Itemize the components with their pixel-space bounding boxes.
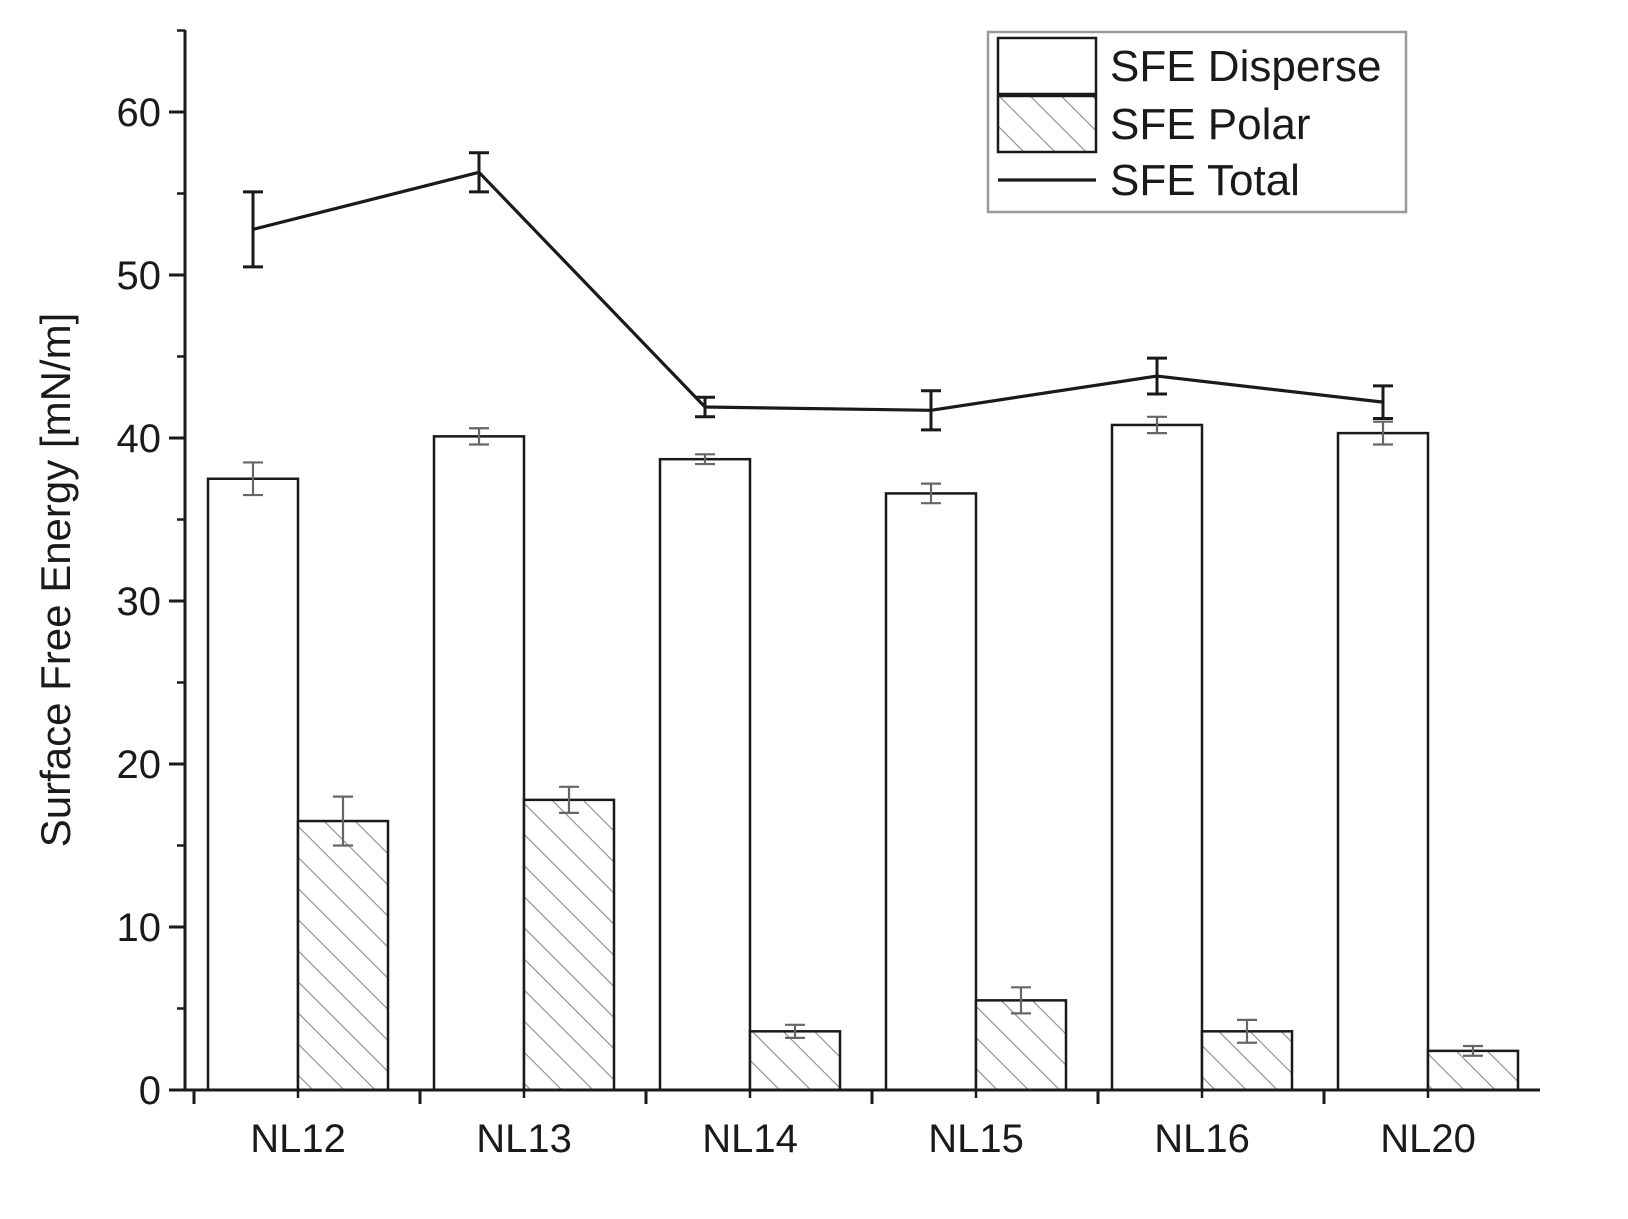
errorbar-polar-nl13: [559, 785, 579, 815]
legend-label-total: SFE Total: [1110, 156, 1300, 205]
bar-polar-nl12: [296, 819, 390, 1092]
x-category-label: NL20: [1380, 1117, 1476, 1161]
legend-swatch-disperse: [996, 36, 1098, 96]
legend-label-polar: SFE Polar: [1110, 100, 1311, 149]
bar-disperse-nl15: [884, 492, 978, 1092]
x-category-label: NL15: [928, 1117, 1024, 1161]
errorbar-disperse-nl15: [921, 482, 941, 505]
errorbar-polar-nl20: [1463, 1044, 1483, 1057]
bar-disperse-nl14: [658, 457, 752, 1092]
bar-polar-nl15: [974, 999, 1068, 1092]
errorbar-polar-nl16: [1237, 1018, 1257, 1044]
errorbar-polar-nl14: [785, 1023, 805, 1039]
y-axis-title: Surface Free Energy [mN/m]: [32, 313, 79, 848]
axes-layer: 0 10 20 30 40 50 60 NL12 NL13 NL14 NL15 NL16 NL20 Sur…: [32, 29, 1540, 1161]
bar-disperse-nl12: [206, 477, 300, 1092]
bar-error-layer: [243, 415, 1483, 1057]
x-category-label: NL12: [250, 1117, 346, 1161]
errorbar-total-nl12: [243, 190, 263, 269]
y-tick-label: 30: [117, 580, 162, 624]
y-tick-label: 40: [117, 417, 162, 461]
errorbar-polar-nl15: [1011, 986, 1031, 1015]
y-tick-label: 20: [117, 743, 162, 787]
bars-layer: [206, 423, 1520, 1092]
bar-disperse-nl20: [1336, 431, 1430, 1092]
legend-swatch-polar: [996, 94, 1098, 154]
y-tick-label: 0: [139, 1069, 161, 1113]
errorbar-total-nl13: [469, 151, 489, 194]
legend: SFE Disperse SFE Polar SFE Total: [986, 30, 1408, 214]
errorbar-disperse-nl16: [1147, 415, 1167, 435]
series-line-total: [252, 170, 1384, 412]
y-tick-label: 10: [117, 906, 162, 950]
errorbar-total-nl20: [1373, 384, 1393, 420]
legend-label-disperse: SFE Disperse: [1110, 42, 1381, 91]
errorbar-disperse-nl20: [1373, 420, 1393, 446]
x-category-label: NL14: [702, 1117, 798, 1161]
errorbar-disperse-nl14: [695, 453, 715, 466]
total-line-layer: [243, 151, 1393, 432]
errorbar-total-nl16: [1147, 356, 1167, 396]
errorbar-disperse-nl13: [469, 427, 489, 446]
errorbar-polar-nl12: [333, 795, 353, 847]
y-tick-label: 50: [117, 254, 162, 298]
bar-disperse-nl13: [432, 435, 526, 1092]
y-tick-label: 60: [117, 91, 162, 135]
errorbar-total-nl15: [921, 389, 941, 432]
x-category-label: NL16: [1154, 1117, 1250, 1161]
x-category-label: NL13: [476, 1117, 572, 1161]
errorbar-disperse-nl12: [243, 461, 263, 497]
errorbar-total-nl14: [695, 395, 715, 419]
bar-polar-nl13: [522, 798, 616, 1092]
bar-disperse-nl16: [1110, 423, 1204, 1092]
bar-polar-nl14: [748, 1030, 842, 1092]
